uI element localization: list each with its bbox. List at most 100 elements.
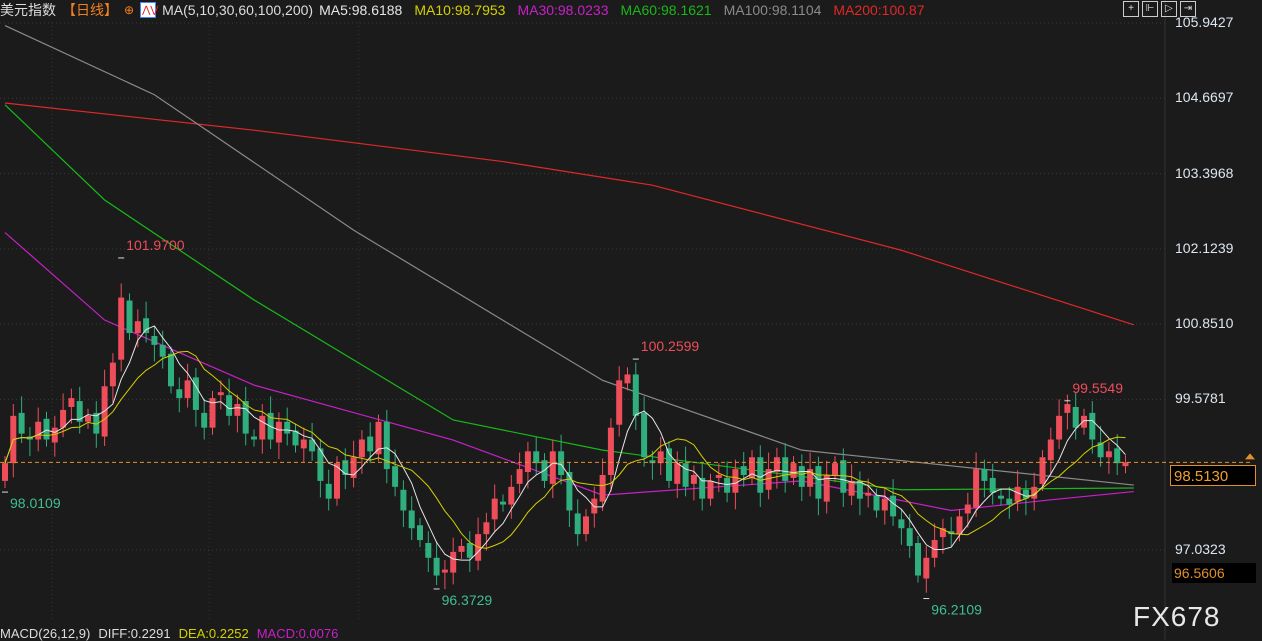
candle-body <box>209 398 216 428</box>
crosshair-icon[interactable]: + <box>1123 1 1139 17</box>
candle-body <box>43 418 50 440</box>
candle-body <box>242 401 249 434</box>
ma-value-3: MA60:98.1621 <box>620 2 712 18</box>
candle-body <box>51 427 58 443</box>
candle-body <box>93 412 100 434</box>
candle-body <box>300 439 307 449</box>
candle-body <box>674 463 681 484</box>
candle-body <box>85 415 91 422</box>
candle-body <box>151 336 158 345</box>
current-price-marker-icon <box>1245 453 1255 460</box>
period-label[interactable]: 【日线】 <box>62 2 118 18</box>
candle-body <box>1031 486 1038 499</box>
axis-low-label: 96.5606 <box>1172 563 1256 583</box>
candle-body <box>35 421 42 440</box>
candle-body <box>666 448 672 481</box>
candle-body <box>724 477 731 493</box>
candle-body <box>176 389 183 399</box>
candle-body <box>873 495 880 511</box>
candle-body <box>375 421 382 455</box>
candle-body <box>948 531 955 535</box>
candle-body <box>790 463 797 478</box>
candle-body <box>1022 489 1029 499</box>
candle-body <box>76 401 83 422</box>
candle-body <box>1047 439 1054 461</box>
candle-body <box>998 495 1004 499</box>
candle-body <box>815 466 822 499</box>
candle-body <box>450 551 457 573</box>
ma-value-0: MA5:98.6188 <box>319 2 403 18</box>
candle-body <box>832 463 838 475</box>
candle-body <box>392 466 399 487</box>
candle-body <box>1089 412 1096 440</box>
candle-body <box>1114 448 1121 464</box>
candle-body <box>931 540 938 558</box>
ma-line-ma10 <box>4 350 1126 549</box>
candle-body <box>1064 404 1071 413</box>
candle-body <box>1006 498 1013 505</box>
candle-body <box>184 380 191 399</box>
candle-body <box>906 528 913 546</box>
y-tick-label: 105.9427 <box>1175 14 1234 30</box>
watermark-logo: FX678 <box>1133 601 1221 632</box>
candle-body <box>466 543 473 558</box>
candle-body <box>109 362 116 387</box>
candle-body <box>881 498 888 511</box>
candle-body <box>566 472 573 511</box>
candle-body <box>334 463 340 499</box>
candle-body <box>292 430 299 446</box>
candle-body <box>118 297 125 360</box>
chart-type-icon[interactable]: ⋀⋁ <box>140 2 158 18</box>
candle-body <box>533 451 540 464</box>
candle-body <box>168 353 174 387</box>
candle-body <box>641 412 648 458</box>
candle-body <box>159 344 166 357</box>
macd-diff: DIFF:0.2291 <box>98 626 171 641</box>
ma-line-ma100 <box>4 24 1134 486</box>
candle-body <box>516 469 523 484</box>
ma-value-1: MA10:98.7953 <box>414 2 506 18</box>
candle-body <box>400 489 407 511</box>
candle-body <box>699 477 706 499</box>
candle-body <box>707 480 714 499</box>
extreme-label-high: 100.2599 <box>641 338 700 354</box>
extreme-label-low: 98.0109 <box>10 495 61 511</box>
candle-body <box>782 457 789 481</box>
candle-body <box>939 528 946 538</box>
y-tick-label: 99.5781 <box>1175 390 1226 407</box>
candle-body <box>126 300 133 334</box>
candle-body <box>823 474 830 502</box>
candle-body <box>989 477 996 493</box>
candle-body <box>134 321 141 334</box>
candle-body <box>524 451 531 473</box>
candle-body <box>715 474 722 478</box>
y-tick-label: 100.8510 <box>1175 315 1234 332</box>
candle-body <box>358 439 365 458</box>
candle-body <box>367 436 374 452</box>
candle-body <box>192 377 199 410</box>
play-icon[interactable]: ▷ <box>1161 1 1177 17</box>
candle-body <box>1014 486 1021 502</box>
candle-body <box>649 460 656 464</box>
current-price-label: 98.5130 <box>1170 465 1256 486</box>
candle-body <box>417 525 423 541</box>
candle-body <box>275 421 282 443</box>
candle-body <box>757 457 764 493</box>
candle-body <box>408 510 415 529</box>
add-indicator-icon[interactable]: ⊕ <box>124 3 135 17</box>
zoom-in-icon[interactable]: ⊩ <box>1142 1 1158 17</box>
candle-body <box>226 395 233 416</box>
candle-body <box>732 469 739 493</box>
candle-body <box>350 457 357 478</box>
candle-body <box>923 557 930 579</box>
candle-body <box>865 492 872 496</box>
candle-body <box>956 516 963 535</box>
exit-icon[interactable]: ⇥ <box>1180 1 1196 17</box>
candle-body <box>383 421 390 470</box>
ma-line-ma5 <box>4 325 1126 561</box>
ma-line-ma200 <box>4 102 1134 326</box>
candle-body <box>574 513 581 535</box>
candle-body <box>848 480 855 496</box>
ma-value-4: MA100:98.1104 <box>723 2 822 18</box>
